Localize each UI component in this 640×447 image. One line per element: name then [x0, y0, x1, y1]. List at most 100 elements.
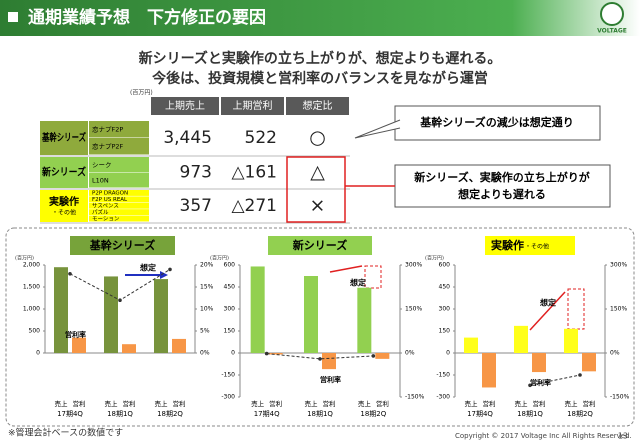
cell-value: △: [310, 161, 325, 183]
y2-tick-label: 5%: [200, 328, 210, 335]
rate-label: 営利率: [320, 375, 341, 384]
y-tick-label: 150: [224, 328, 236, 335]
bar: [375, 353, 390, 359]
bar-series-label: 営利: [583, 399, 596, 408]
y-tick-label: 1,500: [23, 284, 40, 291]
item-cell: [89, 202, 149, 209]
y2-tick-label: 150%: [610, 306, 627, 313]
rate-point: [68, 272, 72, 276]
bar: [250, 266, 265, 353]
row-item: P2P DRAGON: [92, 191, 128, 197]
row-label: 実験作: [49, 195, 79, 208]
y2-tick-label: 0%: [200, 350, 210, 357]
bar-series-label: 営利: [376, 399, 389, 408]
bar: [532, 353, 546, 373]
y-tick-label: 1,000: [23, 306, 40, 313]
logo-text: VOLTAGE: [597, 28, 627, 35]
x-tick-label: 18期2Q: [157, 410, 183, 418]
bar: [268, 353, 283, 355]
bar-series-label: 売上: [251, 399, 265, 408]
y-tick-label: 2,000: [23, 262, 40, 269]
column-header: 上期売上: [165, 99, 205, 112]
rate-point: [528, 383, 532, 388]
bar-series-label: 売上: [105, 399, 119, 408]
bar-series-label: 営利: [323, 399, 336, 408]
y-tick-label: 0: [446, 350, 450, 357]
y2-tick-label: 15%: [200, 284, 214, 291]
rate-line: [266, 353, 374, 360]
rate-point: [318, 357, 322, 361]
bar-series-label: 売上: [155, 399, 169, 408]
expected-arrow: [329, 265, 363, 273]
bar-series-label: 営利: [73, 399, 86, 408]
item-cell: [89, 190, 149, 196]
y-tick-label: 0: [231, 350, 235, 357]
bar-series-label: 売上: [305, 399, 319, 408]
y-tick-label: -300: [221, 394, 235, 401]
cell-value: 357: [180, 196, 212, 216]
bar: [322, 353, 336, 370]
row-label: 新シリーズ: [42, 166, 86, 179]
bar: [357, 287, 372, 353]
logo-mark: [600, 2, 624, 26]
cell-value: 3,445: [163, 128, 212, 148]
row-item: F2P US REAL: [92, 197, 128, 203]
callout-text: 想定よりも遅れる: [457, 187, 546, 201]
row-label-cell: [40, 121, 88, 155]
copyright: Copyright © 2017 Voltage Inc All Rights …: [455, 432, 632, 440]
x-tick-label: 18期2Q: [360, 410, 386, 418]
rate-point: [578, 373, 582, 377]
row-label-cell: [40, 190, 88, 222]
bar-series-label: 営利: [123, 399, 136, 408]
chart-title-box: [485, 236, 575, 255]
cell-value: 973: [180, 163, 212, 183]
callout-text: 基幹シリーズの減少は想定通り: [419, 115, 573, 129]
bar: [564, 328, 578, 353]
bar-series-label: 営利: [173, 399, 186, 408]
y2-tick-label: 10%: [200, 306, 214, 313]
axis-unit: (百万円): [425, 256, 444, 262]
expected-box: [364, 265, 382, 289]
subtitle: 新シリーズと実験作の立ち上がりが、想定よりも遅れる。: [139, 50, 502, 67]
footnote: ※管理会計ベースの数値です: [8, 427, 123, 439]
bar: [582, 353, 596, 372]
bar-series-label: 営利: [533, 399, 546, 408]
x-tick-label: 18期1Q: [517, 410, 543, 418]
bar: [154, 279, 168, 353]
x-tick-label: 17期4Q: [254, 410, 280, 418]
arrow-head: [160, 271, 168, 279]
x-tick-label: 17期4Q: [467, 410, 493, 418]
column-header: 想定比: [303, 99, 333, 112]
y2-tick-label: 300%: [610, 262, 627, 269]
page-number: 13: [618, 432, 628, 441]
item-cell: [89, 157, 149, 172]
highlight-box: [286, 156, 346, 223]
rate-point: [118, 298, 122, 303]
y2-tick-label: 150%: [405, 306, 422, 313]
x-tick-label: 18期2Q: [567, 410, 593, 418]
item-cell: [89, 121, 149, 138]
rate-line: [529, 374, 581, 386]
column-header: 上期営利: [233, 99, 273, 112]
bullet: [8, 12, 18, 22]
axis-unit: (百万円): [15, 256, 34, 262]
row-item: 恋ナプF2P: [92, 125, 123, 134]
y2-tick-label: 0%: [405, 350, 415, 357]
row-item: L10N: [92, 176, 109, 184]
rate-point: [371, 354, 376, 358]
header-cell: [221, 97, 284, 115]
chart-title-box: [70, 236, 175, 255]
cell-value: 522: [245, 128, 277, 148]
y-tick-label: -150: [221, 372, 235, 379]
bar-series-label: 営利: [483, 399, 496, 408]
bar-series-label: 売上: [515, 399, 529, 408]
annotation: 想定: [139, 263, 156, 273]
y-tick-label: 450: [439, 284, 451, 291]
x-tick-label: 17期4Q: [57, 410, 83, 418]
header-cell: [286, 97, 349, 115]
row-item: パズル: [92, 208, 109, 216]
item-cell: [89, 172, 149, 188]
row-item: シーク: [92, 161, 112, 169]
y2-tick-label: -150%: [610, 394, 630, 401]
